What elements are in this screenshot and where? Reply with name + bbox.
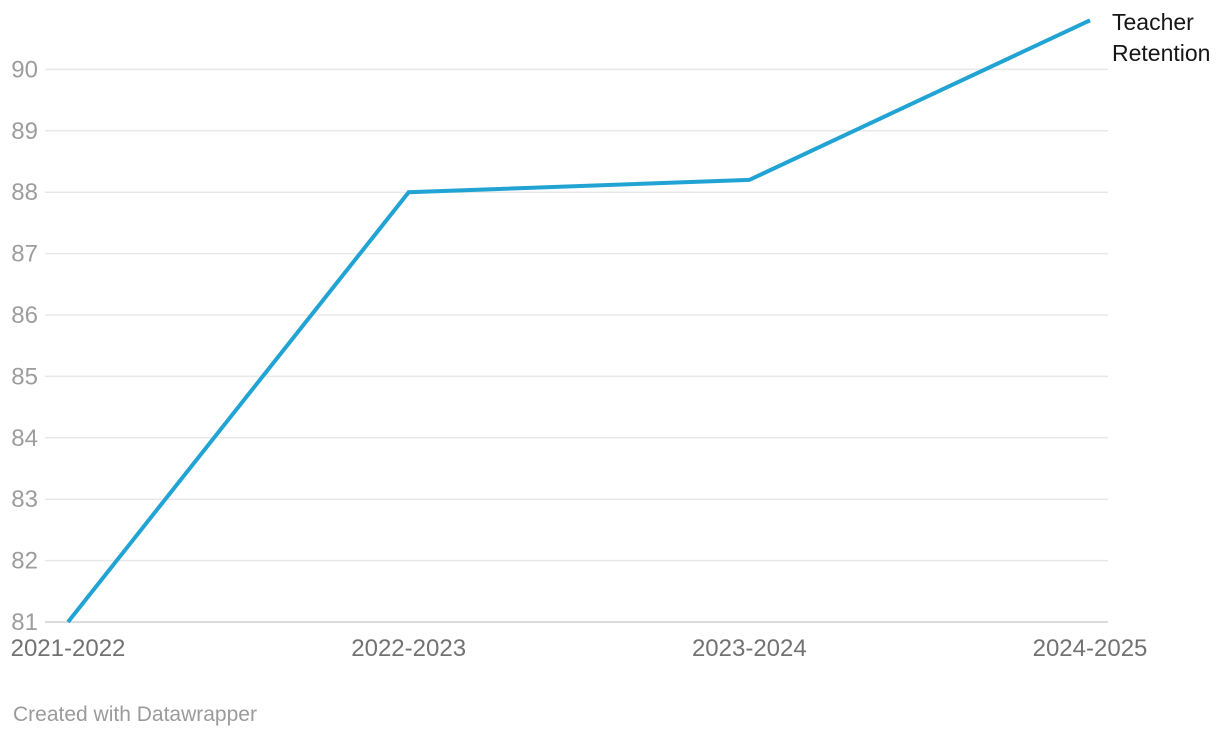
y-tick-label: 88 [11,179,38,206]
y-tick-label: 85 [11,363,38,390]
y-tick-label: 82 [11,548,38,575]
y-tick-label: 86 [11,302,38,329]
x-tick-label: 2022-2023 [351,635,466,662]
series-label: Teacher Retention [1112,9,1211,66]
y-tick-label: 89 [11,118,38,145]
x-tick-label: 2024-2025 [1033,635,1148,662]
footer-credit: Created with Datawrapper [13,703,257,726]
y-tick-label: 90 [11,56,38,83]
y-tick-label: 83 [11,486,38,513]
y-tick-label: 84 [11,425,38,452]
y-tick-label: 81 [11,609,38,636]
x-tick-label: 2021-2022 [11,635,126,662]
data-line-teacher-retention [66,18,1091,624]
y-tick-label: 87 [11,241,38,268]
x-tick-label: 2023-2024 [692,635,807,662]
